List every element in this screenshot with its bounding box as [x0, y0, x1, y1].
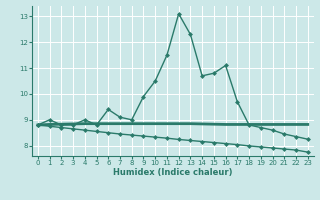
X-axis label: Humidex (Indice chaleur): Humidex (Indice chaleur) [113, 168, 233, 177]
